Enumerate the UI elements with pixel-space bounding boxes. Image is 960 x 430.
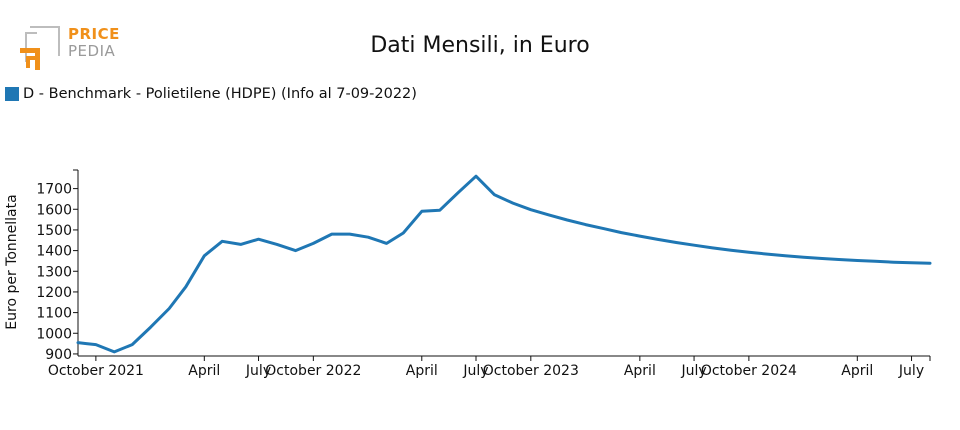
y-tick-label: 1100 bbox=[36, 306, 72, 322]
legend-label: D - Benchmark - Polietilene (HDPE) (Info… bbox=[23, 86, 417, 102]
series-line[interactable] bbox=[76, 174, 932, 354]
x-tick-label: July bbox=[245, 363, 271, 379]
logo-mark-icon bbox=[20, 26, 60, 70]
logo-text-pedia: PEDIA bbox=[68, 42, 116, 60]
legend[interactable]: D - Benchmark - Polietilene (HDPE) (Info… bbox=[5, 85, 417, 103]
x-tick-label: April bbox=[841, 363, 873, 379]
y-tick-label: 1000 bbox=[36, 326, 72, 342]
chart-title: Dati Mensili, in Euro bbox=[370, 33, 590, 58]
y-tick-label: 1600 bbox=[36, 202, 72, 218]
y-axis: 900 1000 1100 1200 1300 1400 1500 1600 1700 bbox=[36, 169, 79, 363]
x-tick-label: April bbox=[406, 363, 438, 379]
x-tick-label: October 2024 bbox=[701, 363, 797, 379]
plot-area bbox=[76, 174, 932, 354]
y-tick-label: 900 bbox=[45, 347, 72, 363]
x-tick-label: October 2021 bbox=[48, 363, 144, 379]
x-tick-label: April bbox=[188, 363, 220, 379]
y-axis-label: Euro per Tonnellata bbox=[4, 194, 20, 329]
x-tick-label: July bbox=[680, 363, 706, 379]
y-tick-label: 1700 bbox=[36, 182, 72, 198]
y-tick-label: 1300 bbox=[36, 264, 72, 280]
logo-text-price: PRICE bbox=[68, 25, 120, 43]
x-tick-label: October 2022 bbox=[265, 363, 361, 379]
x-tick-label: July bbox=[462, 363, 488, 379]
y-tick-label: 1200 bbox=[36, 285, 72, 301]
legend-swatch bbox=[5, 87, 19, 101]
x-tick-label: April bbox=[624, 363, 656, 379]
x-tick-label: July bbox=[898, 363, 924, 379]
x-tick-label: October 2023 bbox=[483, 363, 579, 379]
pricepedia-logo: PRICE PEDIA bbox=[18, 24, 128, 74]
y-tick-label: 1500 bbox=[36, 223, 72, 239]
y-tick-label: 1400 bbox=[36, 244, 72, 260]
